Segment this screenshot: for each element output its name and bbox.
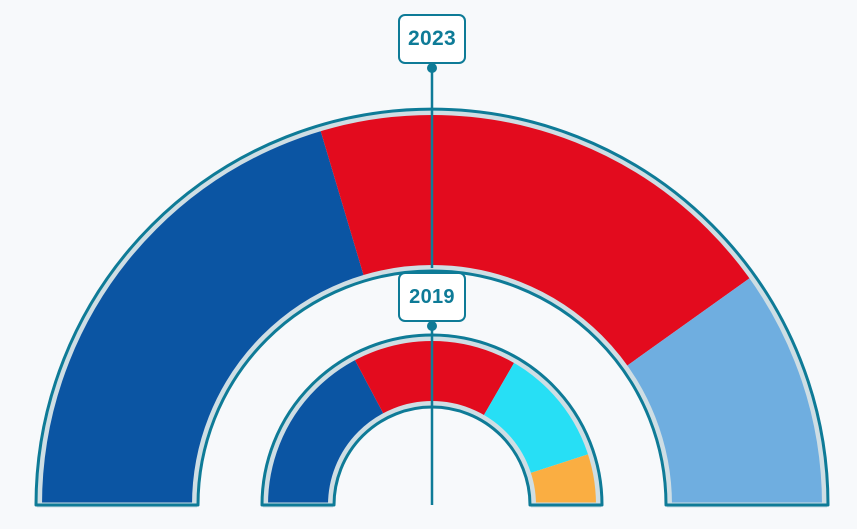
ring-inner-edge-2019 (262, 336, 602, 508)
segment-2023-light-blue[interactable] (622, 274, 828, 505)
pointer-2019-dot (427, 321, 437, 331)
ring-outline-2019 (260, 333, 604, 507)
pointer-group (427, 63, 437, 505)
year-label-2023[interactable]: 2023 (398, 14, 466, 64)
segment-2019-dark-blue[interactable] (262, 354, 386, 505)
segment-2019-red[interactable] (352, 335, 517, 421)
year-label-2019[interactable]: 2019 (398, 272, 466, 322)
segment-2019-cyan[interactable] (481, 357, 594, 475)
ring-outline-2023 (34, 107, 830, 507)
ring-2023 (34, 107, 830, 508)
segment-2023-dark-blue[interactable] (36, 125, 366, 506)
segment-2019-orange[interactable] (525, 452, 602, 505)
ring-2019 (260, 333, 604, 508)
ring-inner-edge-2023 (36, 110, 828, 508)
pointer-2023-dot (427, 63, 437, 73)
